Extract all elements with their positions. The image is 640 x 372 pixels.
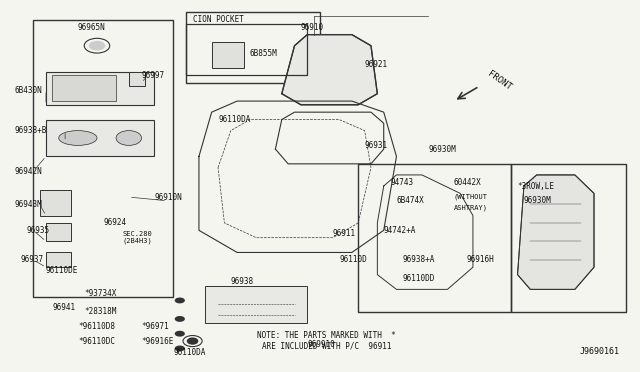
Text: *3ROW,LE: *3ROW,LE: [518, 182, 554, 190]
Bar: [358, 164, 511, 311]
Text: FRONT: FRONT: [486, 69, 513, 92]
Text: J9690161: J9690161: [579, 347, 620, 356]
Text: 96930M: 96930M: [524, 196, 552, 205]
FancyBboxPatch shape: [46, 71, 154, 105]
Text: 96910N: 96910N: [154, 193, 182, 202]
Text: 60442X: 60442X: [454, 178, 481, 187]
Text: 96931: 96931: [365, 141, 388, 150]
Bar: [511, 164, 626, 311]
Ellipse shape: [59, 131, 97, 145]
Text: *96110D8: *96110D8: [78, 322, 115, 331]
Text: 96941: 96941: [52, 303, 76, 312]
Bar: [129, 71, 145, 86]
Text: 96110DA: 96110DA: [173, 348, 206, 357]
Text: (WITHOUT: (WITHOUT: [454, 194, 488, 201]
Text: 96938+B: 96938+B: [14, 126, 47, 135]
Bar: [205, 286, 307, 323]
Text: *28318M: *28318M: [84, 307, 116, 316]
Text: 96938+A: 96938+A: [403, 255, 435, 264]
Bar: [212, 42, 244, 68]
Polygon shape: [282, 35, 378, 105]
Text: *96110DC: *96110DC: [78, 337, 115, 346]
Circle shape: [175, 316, 185, 322]
Bar: [46, 223, 72, 241]
Text: 96110DA: 96110DA: [218, 115, 250, 124]
Text: 96110DE: 96110DE: [46, 266, 78, 275]
Text: 96110D: 96110D: [339, 255, 367, 264]
Text: *96971: *96971: [141, 322, 170, 331]
Text: 94742+A: 94742+A: [384, 226, 416, 235]
Bar: [40, 190, 72, 215]
Text: 96942N: 96942N: [14, 167, 42, 176]
Text: 969910: 969910: [307, 340, 335, 349]
FancyBboxPatch shape: [46, 119, 154, 157]
Circle shape: [188, 338, 198, 344]
Circle shape: [89, 41, 105, 51]
Circle shape: [175, 346, 185, 352]
Text: 96965N: 96965N: [78, 23, 106, 32]
Text: SEC.280
(2B4H3): SEC.280 (2B4H3): [122, 231, 152, 244]
Bar: [186, 13, 320, 83]
Text: 96110DD: 96110DD: [403, 274, 435, 283]
Text: 6B474X: 6B474X: [396, 196, 424, 205]
Text: 6B855M: 6B855M: [250, 49, 278, 58]
Text: 96924: 96924: [103, 218, 127, 227]
Ellipse shape: [116, 131, 141, 145]
Text: 96921: 96921: [365, 60, 388, 69]
Text: 96916H: 96916H: [467, 255, 494, 264]
Polygon shape: [518, 175, 594, 289]
Text: 96938: 96938: [231, 278, 254, 286]
Text: 96910: 96910: [301, 23, 324, 32]
Bar: [46, 253, 72, 267]
Text: 96943M: 96943M: [14, 200, 42, 209]
Text: *96916E: *96916E: [141, 337, 174, 346]
FancyBboxPatch shape: [52, 75, 116, 101]
Text: 6B430N: 6B430N: [14, 86, 42, 94]
Text: 96935: 96935: [27, 226, 50, 235]
Text: ASHTRAY): ASHTRAY): [454, 205, 488, 211]
Text: 96911: 96911: [333, 230, 356, 238]
Circle shape: [175, 298, 185, 304]
Bar: [33, 20, 173, 297]
Text: 96930M: 96930M: [428, 145, 456, 154]
Text: 94743: 94743: [390, 178, 413, 187]
Text: NOTE: THE PARTS MARKED WITH  *
ARE INCLUDED WITH P/C  96911: NOTE: THE PARTS MARKED WITH * ARE INCLUD…: [257, 331, 396, 351]
Text: 96937: 96937: [20, 255, 44, 264]
Circle shape: [175, 331, 185, 337]
Text: 96997: 96997: [141, 71, 164, 80]
Text: *93734X: *93734X: [84, 289, 116, 298]
Bar: [186, 23, 307, 75]
Text: CION POCKET: CION POCKET: [193, 15, 243, 24]
